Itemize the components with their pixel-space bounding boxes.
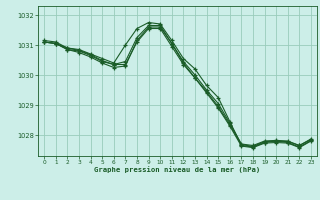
X-axis label: Graphe pression niveau de la mer (hPa): Graphe pression niveau de la mer (hPa) bbox=[94, 167, 261, 173]
